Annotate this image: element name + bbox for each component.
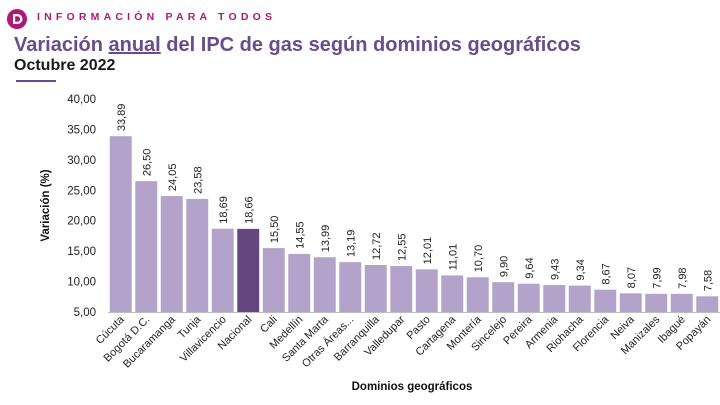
bar (390, 266, 413, 312)
chart-subtitle: Octubre 2022 (14, 57, 116, 74)
bar (313, 257, 336, 312)
y-tick-label: 30,00 (67, 155, 96, 167)
title-part-1: Variación (14, 34, 109, 56)
chart-title: Variación anual del IPC de gas según dom… (14, 34, 581, 57)
value-label: 33,89 (116, 104, 128, 132)
value-label: 9,64 (524, 257, 536, 278)
value-label: 12,01 (422, 237, 434, 265)
value-label: 18,69 (218, 196, 230, 224)
bar (466, 277, 489, 312)
bar (645, 293, 668, 312)
bar (186, 198, 209, 312)
value-label: 9,43 (549, 259, 561, 280)
bar (415, 269, 438, 312)
bar (696, 296, 719, 312)
value-label: 11,01 (447, 244, 459, 271)
value-label: 7,58 (702, 270, 714, 291)
y-tick-label: 10,00 (67, 277, 96, 289)
y-tick-label: 20,00 (67, 216, 96, 228)
value-label: 9,34 (575, 259, 587, 280)
dane-logo-icon (7, 9, 27, 29)
bar (262, 248, 285, 312)
y-tick-label: 35,00 (67, 124, 96, 136)
bar (211, 228, 234, 312)
y-axis-title: Variación (%) (40, 169, 52, 241)
value-label: 7,99 (651, 267, 663, 288)
value-label: 13,99 (320, 225, 332, 253)
title-accent-line (16, 80, 56, 82)
value-label: 8,07 (626, 267, 638, 288)
value-label: 9,90 (498, 256, 510, 277)
y-tick-label: 15,00 (67, 246, 96, 258)
bar (670, 293, 693, 312)
value-label: 10,70 (473, 245, 485, 273)
bar (160, 196, 183, 312)
value-label: 26,50 (141, 149, 153, 177)
bar (441, 275, 464, 312)
value-label: 7,98 (677, 267, 689, 288)
y-axis-ticks: 5,00 10,00 15,00 20,00 25,00 30,00 35,00 40,00 (67, 94, 96, 319)
bar (543, 285, 566, 312)
value-label: 15,50 (269, 216, 281, 244)
value-label: 8,67 (600, 263, 612, 284)
y-tick-label: 5,00 (74, 307, 96, 319)
bar (492, 282, 515, 312)
bar (568, 285, 591, 312)
bar (237, 228, 260, 312)
bar (594, 289, 617, 312)
brand-tagline: INFORMACIÓN PARA TODOS (37, 11, 277, 23)
value-label: 13,19 (345, 230, 357, 258)
bar (619, 293, 642, 312)
value-label: 12,72 (371, 232, 383, 260)
bar (288, 253, 311, 312)
title-part-2: del IPC de gas según dominios geográfico… (160, 34, 581, 56)
bar (364, 265, 387, 312)
value-label: 14,55 (294, 221, 306, 249)
x-axis-title: Dominios geográficos (352, 381, 473, 393)
bar (517, 283, 540, 312)
y-tick-label: 25,00 (67, 185, 96, 197)
value-labels: 33,89 26,50 24,05 23,58 18,69 18,66 15,50 14,55… (116, 104, 715, 292)
value-label: 18,66 (243, 196, 255, 224)
category-label: Cali (258, 314, 280, 336)
title-underlined-word: anual (108, 34, 161, 56)
value-label: 24,05 (167, 164, 179, 192)
bar (109, 136, 132, 312)
y-tick-label: 40,00 (67, 94, 96, 106)
bar (339, 262, 362, 312)
bar (135, 181, 158, 312)
value-label: 12,55 (396, 234, 408, 262)
bars (109, 136, 719, 312)
value-label: 23,58 (192, 166, 204, 194)
